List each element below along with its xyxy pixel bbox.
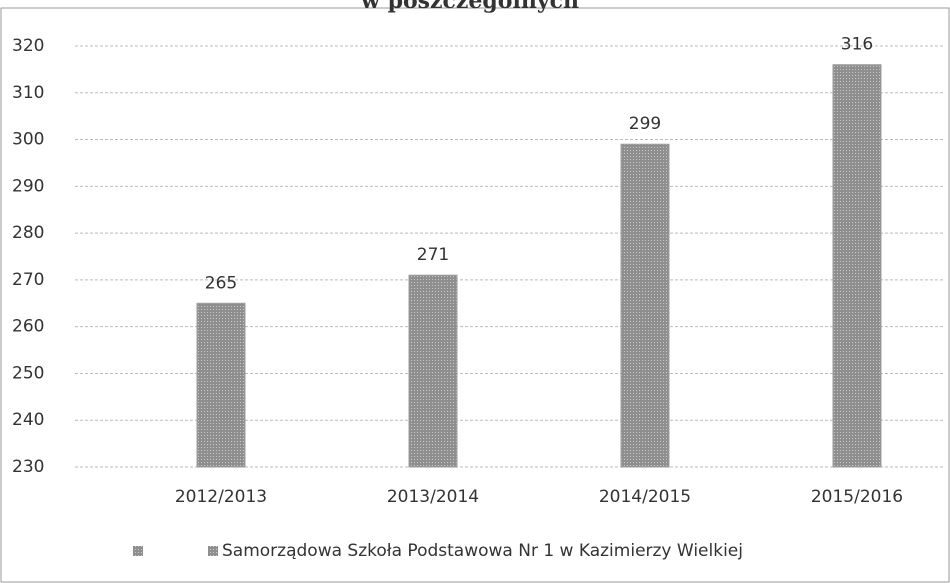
y-tick-label: 310 [12, 83, 44, 103]
bar [832, 64, 882, 468]
y-tick-label: 280 [12, 223, 44, 243]
data-label: 265 [205, 273, 237, 293]
data-label: 316 [841, 35, 873, 55]
y-tick-label: 250 [12, 363, 44, 383]
y-tick-label: 300 [12, 130, 44, 150]
bar [196, 302, 246, 468]
x-tick-label: 2015/2016 [811, 487, 903, 507]
y-tick-label: 320 [12, 36, 44, 56]
data-label: 271 [417, 245, 449, 265]
chart-title: w poszczególnych [360, 0, 579, 14]
y-tick-label: 230 [12, 457, 44, 477]
x-tick-label: 2013/2014 [387, 487, 479, 507]
y-tick-label: 260 [12, 317, 44, 337]
y-tick-label: 240 [12, 410, 44, 430]
legend-label: Samorządowa Szkoła Podstawowa Nr 1 w Kaz… [222, 541, 743, 561]
x-tick-label: 2012/2013 [175, 487, 267, 507]
chart-border [0, 7, 950, 583]
legend-marker [133, 546, 143, 556]
bar [620, 143, 670, 468]
y-tick-label: 270 [12, 270, 44, 290]
x-tick-label: 2014/2015 [599, 487, 691, 507]
data-label: 299 [629, 114, 661, 134]
legend-marker [208, 546, 218, 556]
bar [408, 274, 458, 468]
y-tick-label: 290 [12, 176, 44, 196]
